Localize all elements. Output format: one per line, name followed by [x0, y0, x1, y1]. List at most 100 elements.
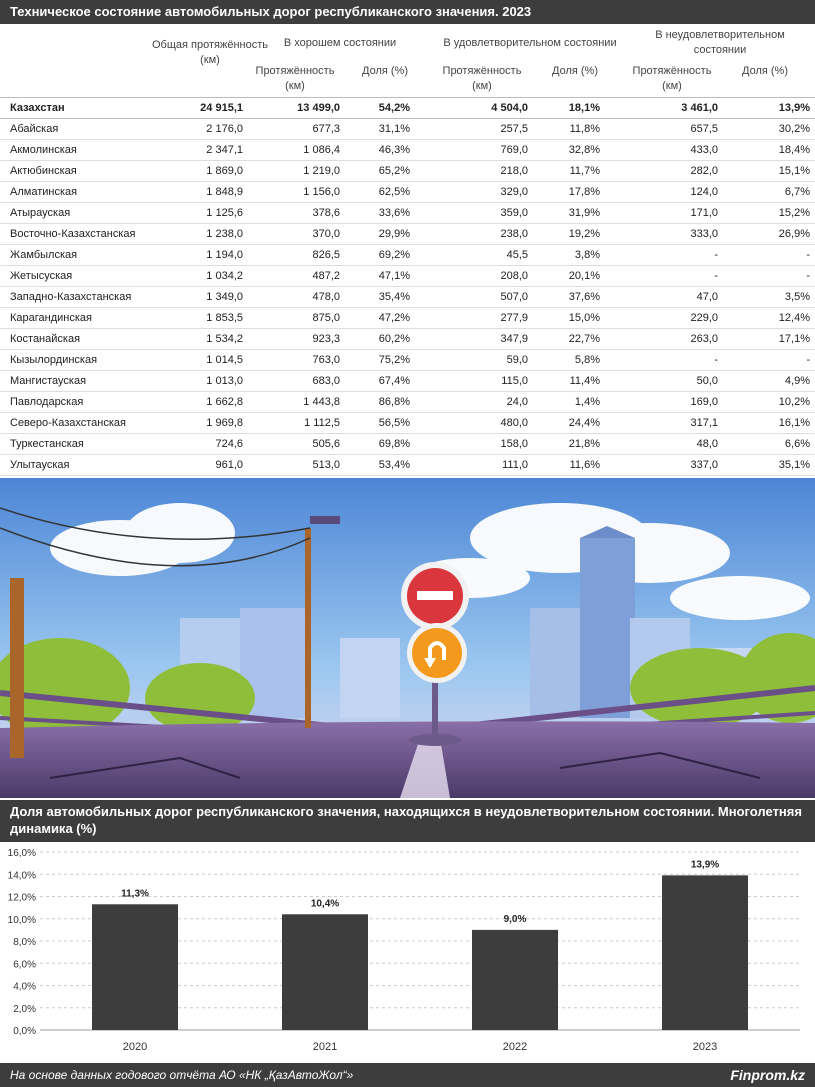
- cell-sat-share: 22,7%: [568, 333, 600, 345]
- cell-good-len: 1 112,5: [304, 417, 340, 429]
- cell-good-len: 478,0: [312, 291, 340, 303]
- cell-good-len: 378,6: [312, 207, 340, 219]
- region-name: Мангистауская: [10, 375, 87, 387]
- cell-total: 1 869,0: [206, 165, 243, 177]
- cell-good-len: 763,0: [312, 354, 340, 366]
- cell-sat-share: 11,6%: [569, 459, 600, 471]
- table-row: Мангистауская 1 013,0 683,0 67,4% 115,0 11,4%…: [0, 371, 815, 392]
- cell-sat-len: 111,0: [502, 459, 528, 471]
- cell-total: 1 969,8: [206, 417, 243, 429]
- cell-bad-len: 433,0: [690, 144, 718, 156]
- source-note: На основе данных годового отчёта АО «НК …: [10, 1068, 354, 1082]
- y-tick-label: 12,0%: [8, 893, 36, 904]
- table-row: Алматинская 1 848,9 1 156,0 62,5% 329,0 17,8%…: [0, 182, 815, 203]
- table-row: Атырауская 1 125,6 378,6 33,6% 359,0 31,9% 171…: [0, 203, 815, 224]
- cell-total: 1 534,2: [206, 333, 243, 345]
- region-name: Туркестанская: [10, 438, 84, 450]
- table-row: Жамбылская 1 194,0 826,5 69,2% 45,5 3,8% - -: [0, 245, 815, 266]
- cell-bad-share: 4,9%: [784, 375, 810, 387]
- cell-sat-share: 19,2%: [568, 228, 600, 240]
- road-scene-image: [0, 478, 815, 798]
- cell-total: 1 194,0: [206, 249, 243, 261]
- cell-good-share: 47,2%: [378, 312, 410, 324]
- cell-bad-len: 124,0: [690, 186, 718, 198]
- cell-good-len: 1 443,8: [303, 396, 340, 408]
- cell-total: 1 349,0: [206, 291, 243, 303]
- cell-good-len: 13 499,0: [297, 102, 340, 114]
- cell-bad-len: 317,1: [690, 417, 718, 429]
- cell-good-share: 86,8%: [378, 396, 410, 408]
- cell-bad-len: -: [714, 249, 718, 261]
- cell-total: 2 347,1: [206, 144, 243, 156]
- cell-sat-share: 5,8%: [574, 354, 600, 366]
- table-row: Туркестанская 724,6 505,6 69,8% 158,0 21,8% 48…: [0, 434, 815, 455]
- table-row: Кызылординская 1 014,5 763,0 75,2% 59,0 5,8% -…: [0, 350, 815, 371]
- cell-bad-len: 282,0: [690, 165, 718, 177]
- cell-bad-len: -: [714, 270, 718, 282]
- cell-total: 1 014,5: [206, 354, 243, 366]
- data-label: 10,4%: [311, 898, 339, 909]
- cell-bad-len: 263,0: [690, 333, 718, 345]
- cell-good-share: 69,8%: [378, 438, 410, 450]
- cell-bad-share: -: [806, 249, 810, 261]
- cell-good-share: 46,3%: [378, 144, 410, 156]
- header-sat-share: Доля (%): [552, 65, 598, 77]
- cell-bad-share: 13,9%: [778, 102, 810, 114]
- header-good-share: Доля (%): [362, 65, 408, 77]
- cell-bad-share: 17,1%: [778, 333, 810, 345]
- cell-good-share: 67,4%: [378, 375, 410, 387]
- cell-bad-len: 229,0: [690, 312, 718, 324]
- cell-bad-len: -: [714, 354, 718, 366]
- cell-good-len: 826,5: [312, 249, 340, 261]
- cell-bad-share: 6,6%: [784, 438, 810, 450]
- cell-sat-len: 329,0: [500, 186, 528, 198]
- cell-sat-len: 4 504,0: [491, 102, 528, 114]
- table-row: Западно-Казахстанская 1 349,0 478,0 35,4% 50…: [0, 287, 815, 308]
- cell-sat-share: 32,8%: [568, 144, 600, 156]
- x-tick-label: 2020: [123, 1041, 147, 1053]
- cell-sat-share: 20,1%: [568, 270, 600, 282]
- cell-good-len: 683,0: [312, 375, 340, 387]
- cell-good-len: 370,0: [312, 228, 340, 240]
- road-illustration: [0, 478, 815, 798]
- bar: [282, 914, 368, 1030]
- header-bad-share: Доля (%): [742, 65, 788, 77]
- cell-sat-len: 507,0: [500, 291, 528, 303]
- cell-total: 1 853,5: [206, 312, 243, 324]
- cell-bad-len: 3 461,0: [681, 102, 718, 114]
- cell-total: 1 013,0: [206, 375, 243, 387]
- region-name: Северо-Казахстанская: [10, 417, 126, 429]
- cell-bad-len: 333,0: [690, 228, 718, 240]
- cell-bad-len: 171,0: [690, 207, 718, 219]
- cell-total: 1 238,0: [206, 228, 243, 240]
- footer: На основе данных годового отчёта АО «НК …: [0, 1063, 815, 1087]
- table-row: Абайская 2 176,0 677,3 31,1% 257,5 11,8% 657,5…: [0, 119, 815, 140]
- cell-sat-share: 11,8%: [569, 123, 600, 135]
- cell-good-len: 875,0: [312, 312, 340, 324]
- cell-sat-share: 11,7%: [569, 165, 600, 177]
- cell-good-len: 677,3: [312, 123, 340, 135]
- y-tick-label: 16,0%: [8, 848, 36, 859]
- table-title: Техническое состояние автомобильных доро…: [0, 0, 815, 24]
- cell-sat-len: 218,0: [500, 165, 528, 177]
- cell-sat-len: 769,0: [500, 144, 528, 156]
- chart-svg: 0,0% 2,0% 4,0% 6,0% 8,0% 10,0% 12,0% 14,0% 16,0%…: [8, 848, 800, 1053]
- cell-good-share: 47,1%: [378, 270, 410, 282]
- cell-sat-share: 31,9%: [568, 207, 600, 219]
- cell-bad-share: 3,5%: [784, 291, 810, 303]
- region-name: Акмолинская: [10, 144, 77, 156]
- table-row: Актюбинская 1 869,0 1 219,0 65,2% 218,0 11,7%…: [0, 161, 815, 182]
- cell-good-len: 487,2: [312, 270, 340, 282]
- cell-sat-len: 115,0: [501, 375, 528, 387]
- cell-good-share: 69,2%: [378, 249, 410, 261]
- cell-sat-share: 11,4%: [569, 375, 600, 387]
- cell-good-share: 29,9%: [378, 228, 410, 240]
- u-turn-sign-icon: [407, 623, 467, 683]
- header-unsatisfactory: В неудовлетворительном состоянии: [655, 29, 785, 56]
- region-name: Жетысуская: [10, 270, 73, 282]
- cell-total: 1 662,8: [206, 396, 243, 408]
- cell-good-share: 53,4%: [378, 459, 410, 471]
- chart-title: Доля автомобильных дорог республиканског…: [0, 800, 815, 842]
- cell-sat-share: 37,6%: [568, 291, 600, 303]
- table-row: Улытауская 961,0 513,0 53,4% 111,0 11,6% 337,0…: [0, 455, 815, 476]
